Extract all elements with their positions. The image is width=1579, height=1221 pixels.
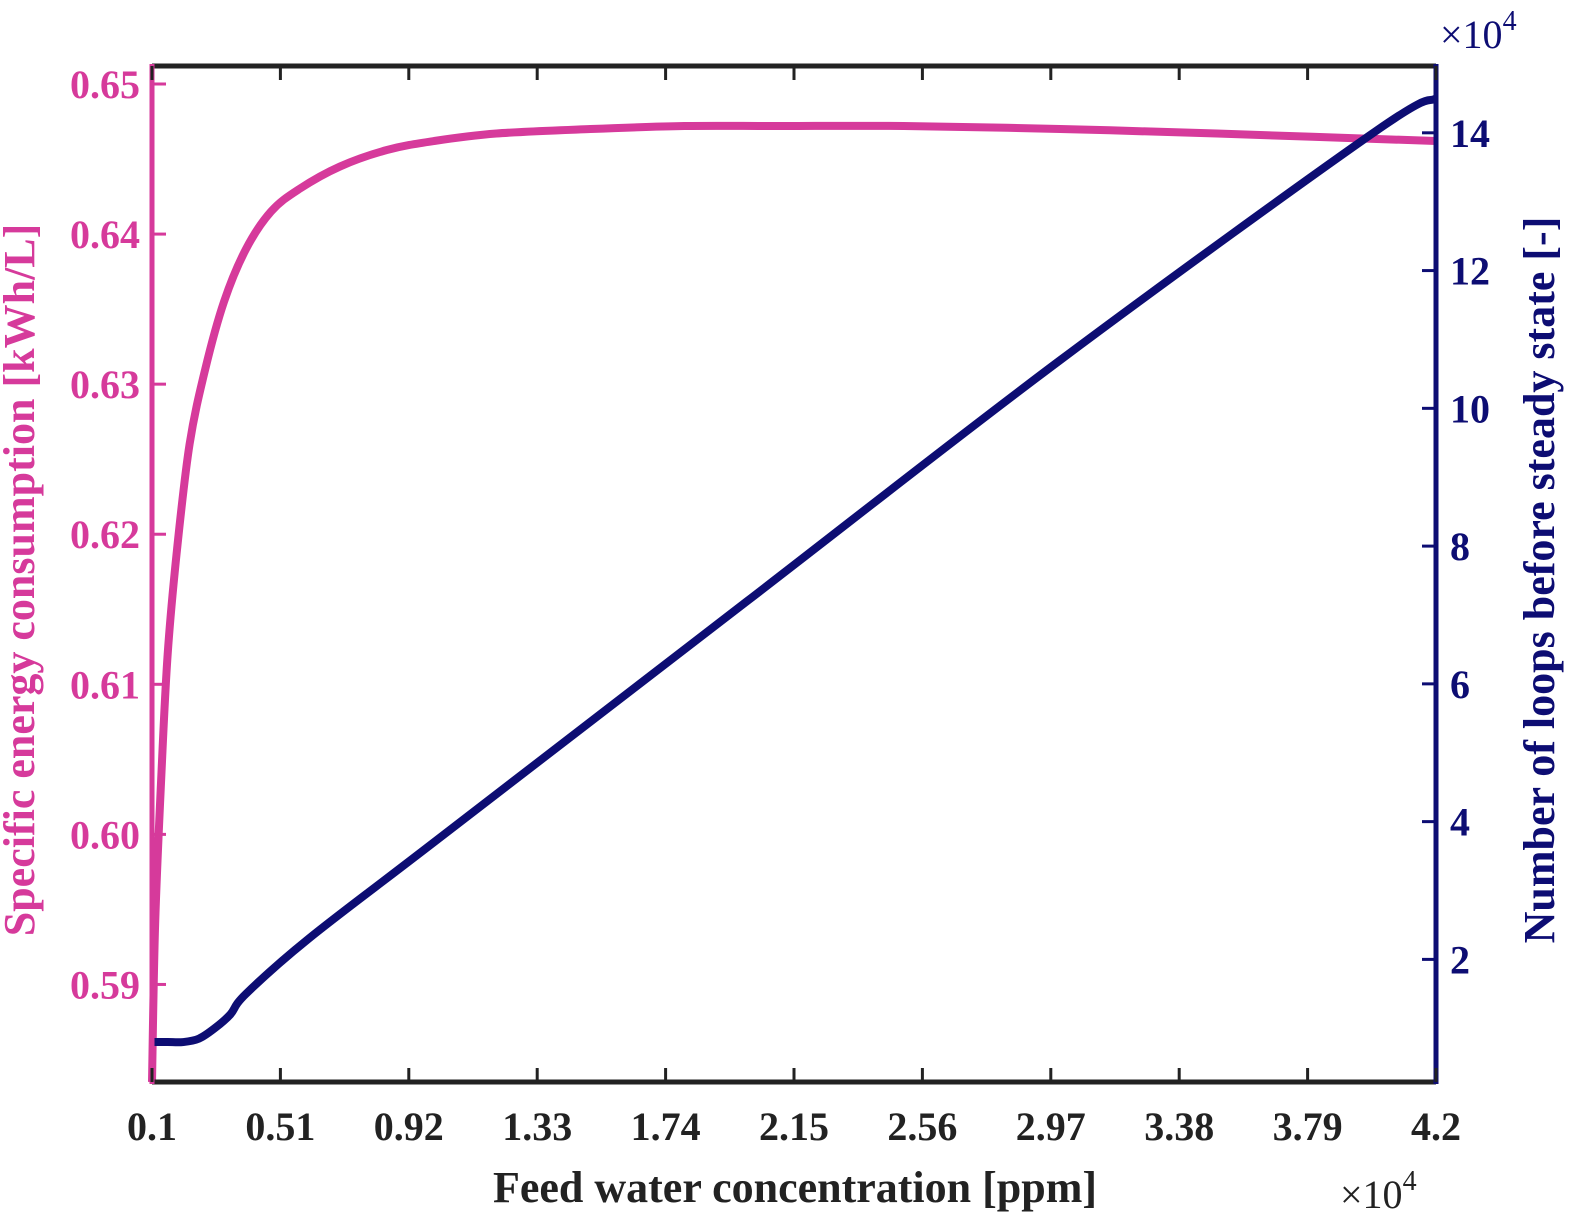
left-tick-label: 0.63 <box>70 362 140 407</box>
right-tick-label: 8 <box>1450 524 1470 569</box>
series-layer <box>148 94 1438 1083</box>
right-tick-label: 2 <box>1450 937 1470 982</box>
x-tick-label: 0.92 <box>374 1104 444 1149</box>
left-tick-label: 0.65 <box>70 62 140 107</box>
left-tick-label: 0.60 <box>70 812 140 857</box>
right-tick-label: 6 <box>1450 662 1470 707</box>
loops-count-line <box>152 94 1438 1047</box>
x-tick-label: 2.15 <box>759 1104 829 1149</box>
x-tick-label: 0.1 <box>127 1104 177 1149</box>
x-tick-label: 1.74 <box>631 1104 701 1149</box>
right-axis-title: Number of loops before steady state [-] <box>1515 217 1564 944</box>
right-tick-label: 4 <box>1450 800 1470 845</box>
right-tick-label: 14 <box>1450 111 1490 156</box>
x-multiplier: ×104 <box>1340 1166 1417 1217</box>
left-axis-title: Specific energy consumption [kWh/L] <box>0 224 44 937</box>
right-tick-label: 10 <box>1450 386 1490 431</box>
text-layer: Feed water concentration [ppm] Specific … <box>0 6 1564 1217</box>
x-multiplier-exponent: 4 <box>1403 1166 1417 1197</box>
x-tick-label: 4.2 <box>1411 1104 1461 1149</box>
right-tick-label: 12 <box>1450 249 1490 294</box>
right-multiplier-exponent: 4 <box>1503 6 1517 37</box>
right-multiplier-base: ×10 <box>1440 12 1503 57</box>
x-tick-label: 1.33 <box>502 1104 572 1149</box>
x-tick-label: 0.51 <box>245 1104 315 1149</box>
frame-layer <box>149 63 1439 1085</box>
x-tick-label: 2.97 <box>1016 1104 1086 1149</box>
x-tick-label: 2.56 <box>887 1104 957 1149</box>
left-tick-label: 0.59 <box>70 962 140 1007</box>
x-axis-title: Feed water concentration [ppm] <box>493 1163 1097 1212</box>
x-tick-label: 3.79 <box>1273 1104 1343 1149</box>
left-tick-label: 0.64 <box>70 212 140 257</box>
left-tick-label: 0.62 <box>70 512 140 557</box>
x-tick-label: 3.38 <box>1144 1104 1214 1149</box>
energy-consumption-line <box>148 121 1437 1083</box>
right-multiplier: ×104 <box>1440 6 1517 57</box>
x-multiplier-base: ×10 <box>1340 1172 1403 1217</box>
left-tick-label: 0.61 <box>70 662 140 707</box>
